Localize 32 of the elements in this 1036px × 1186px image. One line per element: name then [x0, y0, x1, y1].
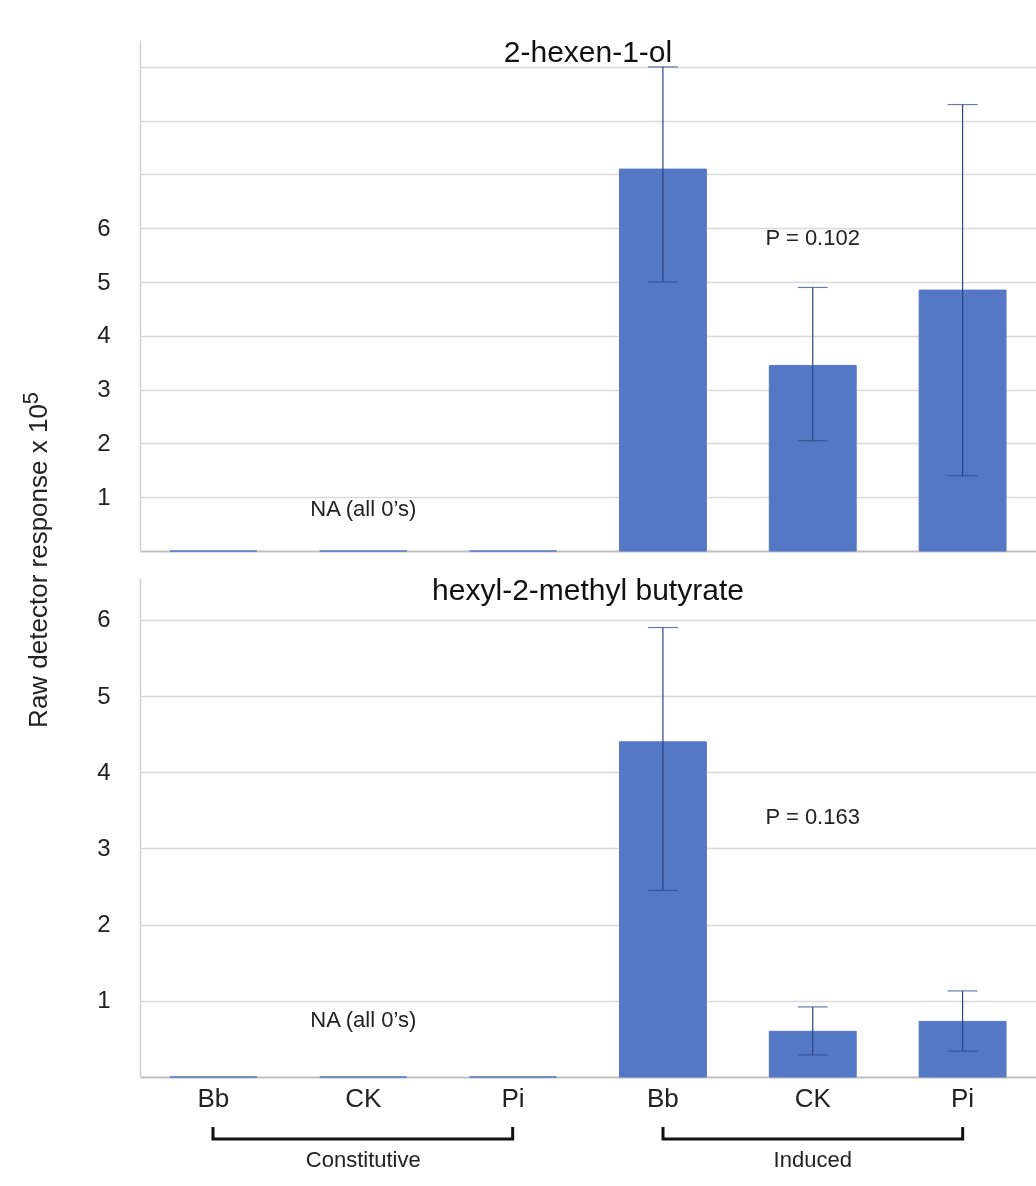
x-tick-label: CK	[794, 1082, 832, 1113]
annotation: NA (all 0’s)	[310, 1007, 417, 1033]
y-tick-label: 3	[97, 375, 111, 403]
y-tick-label: 2	[97, 428, 111, 456]
x-tick-label: Pi	[951, 1082, 975, 1113]
bar	[918, 1020, 1007, 1078]
y-tick-label: 6	[97, 605, 111, 633]
y-tick-label: 5	[97, 681, 111, 709]
x-tick-label: Bb	[647, 1082, 679, 1113]
annotation: P = 0.102	[765, 225, 860, 252]
y-tick-label: 5	[97, 267, 111, 295]
y-tick-label: 4	[97, 757, 111, 785]
y-tick-label: 1	[97, 482, 111, 510]
x-tick-label: Bb	[197, 1082, 230, 1113]
bar	[618, 168, 707, 552]
bar	[768, 1030, 857, 1078]
y-tick-label: 4	[97, 321, 111, 349]
x-tick-label: CK	[345, 1082, 382, 1113]
y-tick-label: 6	[97, 213, 111, 241]
text: Constitutive	[305, 1147, 421, 1173]
annotation: NA (all 0’s)	[310, 496, 417, 522]
annotation: P = 0.163	[765, 803, 860, 830]
y-tick-label: 3	[97, 833, 111, 861]
x-tick-label: Pi	[501, 1082, 525, 1113]
chart-title: 2-hexen-1-ol	[503, 35, 673, 68]
bar	[768, 364, 857, 552]
y-tick-label: 1	[97, 986, 111, 1014]
bar	[918, 289, 1007, 552]
chart-title: hexyl-2-methyl butyrate	[432, 573, 744, 606]
bar	[618, 741, 707, 1078]
text: Induced	[773, 1147, 852, 1173]
y-tick-label: 2	[97, 910, 111, 938]
